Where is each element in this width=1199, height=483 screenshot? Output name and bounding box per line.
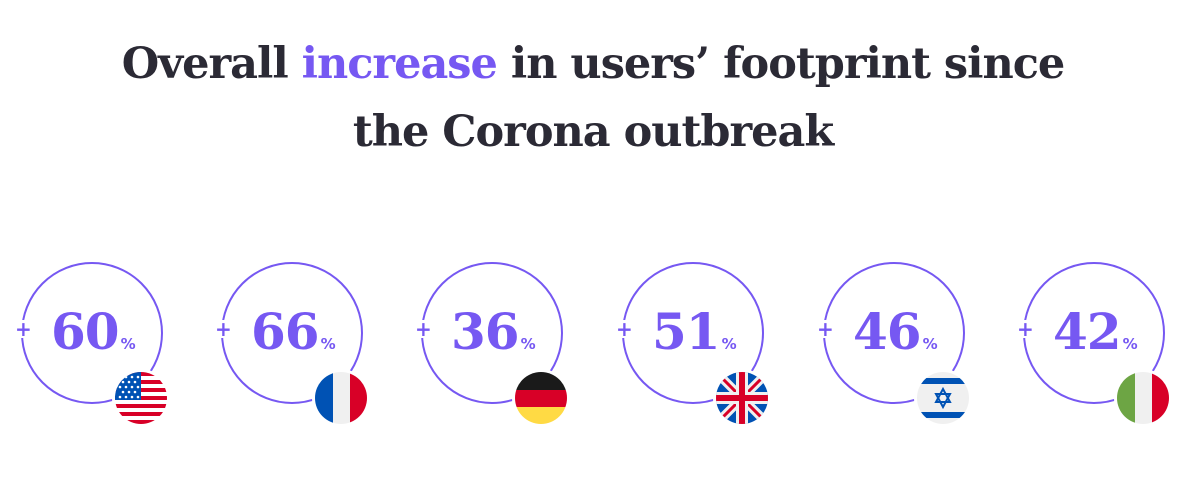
stat-ring [21,262,163,404]
stat-number: 60 [51,302,120,361]
headline-part-2: in users’ footprint since [496,39,1065,89]
stat-number: 51 [652,302,721,361]
plus-sign: + [616,317,633,341]
headline: Overall increase in users’ footprint sin… [0,30,1186,166]
plus-sign: + [1017,317,1034,341]
plus-sign: + [415,317,432,341]
germany-flag-icon [515,372,567,424]
stat-usa: + 60% [15,260,175,425]
stat-value: 66% [251,304,336,372]
percent-sign: % [320,335,336,353]
stat-ring [1023,262,1165,404]
percent-sign: % [520,335,536,353]
stat-uk: + 51% [616,260,776,425]
stat-ring [421,262,563,404]
stat-italy: + 42% [1017,260,1177,425]
stat-number: 66 [251,302,320,361]
france-flag-icon [315,372,367,424]
uk-flag-icon [716,372,768,424]
stat-value: 46% [853,304,938,372]
headline-line-1: Overall increase in users’ footprint sin… [0,30,1186,98]
percent-sign: % [721,335,737,353]
stat-germany: + 36% [415,260,575,425]
plus-sign: + [817,317,834,341]
percent-sign: % [1122,335,1138,353]
stat-france: + 66% [215,260,375,425]
italy-flag-icon [1117,372,1169,424]
stat-value: 51% [652,304,737,372]
headline-accent: increase [301,39,498,89]
plus-sign: + [215,317,232,341]
stats-row: + 60% [0,260,1199,430]
stat-value: 42% [1053,304,1138,372]
stat-number: 36 [451,302,520,361]
percent-sign: % [922,335,938,353]
plus-sign: + [15,317,32,341]
stat-number: 42 [1053,302,1122,361]
headline-part-1: Overall [121,39,302,89]
stat-value: 60% [51,304,136,372]
stat-israel: + 46% [817,260,977,425]
percent-sign: % [120,335,136,353]
stat-number: 46 [853,302,922,361]
stat-value: 36% [451,304,536,372]
headline-line-2: the Corona outbreak [352,107,834,157]
israel-flag-icon [917,372,969,424]
usa-flag-icon [115,372,167,424]
